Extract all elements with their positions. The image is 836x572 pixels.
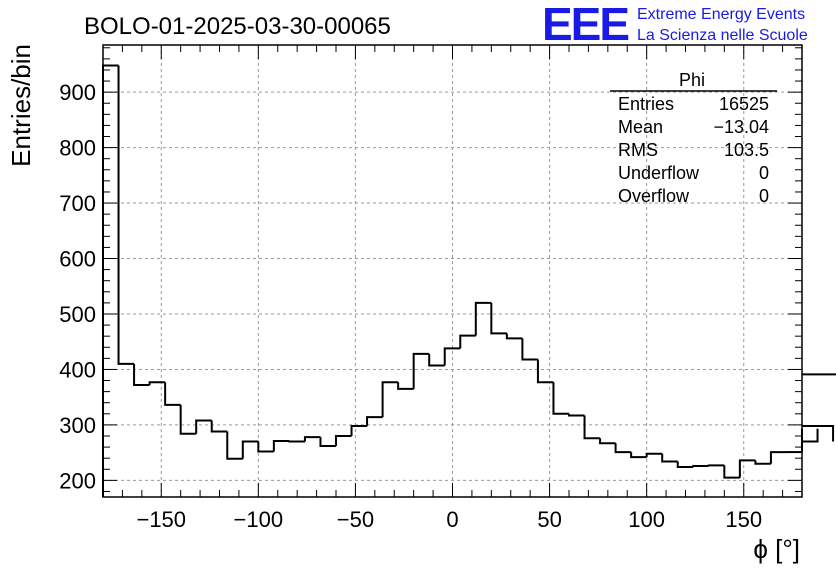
histogram-bin (474, 301, 492, 336)
histogram-bin (536, 359, 554, 384)
histogram-bin (381, 381, 399, 418)
grid (103, 45, 802, 497)
histogram-bin (133, 363, 150, 386)
y-tick-label: 200 (59, 468, 96, 493)
x-tick-label: 150 (725, 507, 762, 532)
histogram-bin (707, 464, 725, 467)
chart-title: BOLO-01-2025-03-30-00065 (84, 13, 391, 40)
axis-ticks (102, 45, 803, 497)
stats-label-entries: Entries (618, 94, 674, 114)
histogram-bin (210, 420, 228, 433)
y-tick-label: 800 (59, 136, 96, 161)
histogram-bin (412, 352, 430, 389)
stats-value-overflow: 0 (759, 186, 769, 206)
histogram-bin (521, 338, 538, 361)
histogram-bin (661, 453, 678, 463)
logo-line-2: La Scienza nelle Scuole (637, 27, 808, 44)
histogram-bin (366, 416, 383, 427)
histogram-bin (630, 452, 647, 459)
x-tick-label: 50 (537, 507, 561, 532)
stats-label-rms: RMS (618, 140, 658, 160)
plot-frame (102, 44, 803, 498)
histogram-bin (117, 65, 135, 365)
stats-label-mean: Mean (618, 117, 663, 137)
histogram-bin (754, 460, 771, 465)
histogram-bin (802, 373, 836, 376)
x-tick-label: −50 (337, 507, 374, 532)
histogram-bin (428, 353, 445, 367)
x-tick-label: 0 (446, 507, 458, 532)
histogram-bin (350, 425, 368, 436)
histogram-bin (599, 438, 616, 445)
histogram-bin (257, 441, 274, 453)
histogram-bin (241, 440, 259, 459)
stats-value-rms: 103.5 (724, 140, 769, 160)
histogram-bin (179, 404, 197, 435)
histogram-bin (288, 440, 305, 443)
x-tick-label: −100 (234, 507, 284, 532)
y-tick-label: 400 (59, 357, 96, 382)
histogram-bin (568, 413, 585, 417)
histogram-bin (319, 437, 336, 447)
y-tick-label: 900 (59, 80, 96, 105)
histogram-bin (335, 434, 352, 446)
histogram-bin (645, 452, 663, 458)
y-tick-label: 500 (59, 302, 96, 327)
stats-value-mean: −13.04 (713, 117, 769, 137)
histogram-bin (303, 436, 321, 442)
y-axis-title: Entries/bin (6, 44, 36, 167)
histogram-bin (164, 382, 181, 406)
stats-box-title: Phi (679, 70, 705, 90)
eee-logo: EEE Extreme Energy Events La Scienza nel… (542, 0, 808, 50)
logo-line-1: Extreme Energy Events (637, 6, 805, 23)
x-tick-label: 100 (628, 507, 665, 532)
histogram-bin (397, 382, 414, 390)
logo-mark: EEE (542, 0, 628, 50)
stats-value-underflow: 0 (759, 163, 769, 183)
y-tick-label: 600 (59, 247, 96, 272)
histogram-bin (552, 382, 569, 415)
histogram-bin (226, 431, 243, 460)
histogram-bin (738, 459, 756, 478)
histogram-bin (802, 428, 819, 443)
histogram-bin (148, 381, 166, 385)
histogram-bin (769, 451, 787, 464)
histogram-bin (614, 443, 632, 454)
histogram-bin (490, 302, 507, 335)
histogram-bin (443, 347, 461, 366)
histogram-bin (459, 334, 476, 349)
stats-box: Phi Entries 16525 Mean −13.04 RMS 103.5 … (610, 70, 777, 206)
histogram-bin (723, 465, 740, 479)
stats-label-underflow: Underflow (618, 163, 700, 183)
histogram-bin (195, 419, 212, 434)
histogram-bin (583, 415, 601, 440)
tick-labels: −150 −100 −50 0 50 100 150 200 300 400 500 600 700 80… (59, 80, 762, 532)
stats-value-entries: 16525 (719, 94, 769, 114)
histogram-bin (802, 425, 835, 442)
y-tick-label: 700 (59, 191, 96, 216)
histogram-bin (676, 461, 694, 469)
x-axis-title: ϕ [°] (753, 534, 800, 564)
histogram-bin (692, 464, 709, 468)
stats-label-overflow: Overflow (618, 186, 690, 206)
histogram-bin (505, 333, 523, 340)
histogram-bin (272, 439, 290, 452)
histogram-bin (102, 64, 119, 497)
y-tick-label: 300 (59, 413, 96, 438)
x-tick-label: −150 (136, 507, 186, 532)
